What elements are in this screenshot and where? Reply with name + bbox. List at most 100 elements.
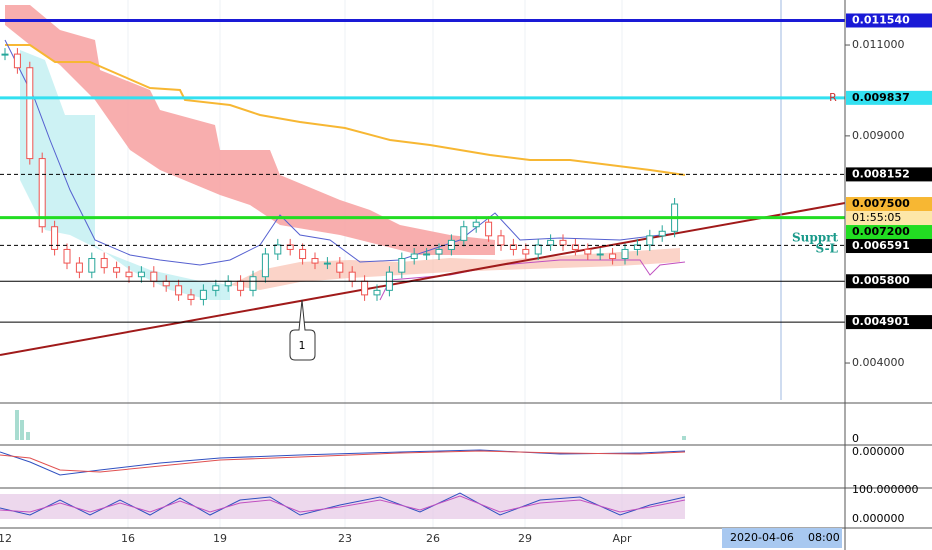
level-label: 0.007500: [852, 197, 910, 210]
cursor-date: 2020-04-06: [730, 531, 794, 544]
x-tick-label: 29: [518, 532, 532, 545]
volume-bars: [15, 410, 686, 440]
level-label-box: [846, 274, 932, 289]
candle-body: [609, 253, 617, 260]
level-label-box: [846, 13, 932, 28]
ma-line: [5, 44, 686, 176]
candle-body: [88, 258, 96, 273]
candle-body: [522, 248, 530, 255]
candle-body: [75, 262, 83, 273]
candle-body: [472, 221, 480, 228]
candle-body: [658, 230, 666, 237]
stoch-axis-top: 100.000000: [852, 483, 918, 496]
level-label: 0.009837: [852, 91, 910, 104]
candle-body: [361, 280, 369, 296]
x-tick-label: Apr: [612, 532, 632, 545]
level-label: 0.007200: [852, 225, 910, 238]
candle-body: [584, 248, 592, 255]
cursor-time: 08:00: [808, 531, 840, 544]
cursor-date-box: [722, 528, 842, 548]
candle-body: [323, 262, 331, 265]
volume-axis-label: 0: [852, 432, 859, 445]
candle-body: [100, 258, 108, 269]
level-label-box: [846, 197, 932, 212]
stop-loss-tag: S-L: [815, 242, 838, 256]
candle-body: [435, 248, 443, 255]
cloud-bull: [20, 50, 230, 300]
candle-body: [38, 158, 46, 228]
candle-body: [299, 248, 307, 260]
candle-body: [373, 289, 381, 296]
level-label-box: [846, 167, 932, 182]
candle-body: [596, 253, 604, 256]
candle-body: [398, 258, 406, 273]
resistance-tag: R: [829, 91, 837, 104]
cloud-bear: [5, 5, 495, 255]
x-axis: 12 16 19 23 26 29 Apr: [0, 532, 632, 545]
countdown-box: [846, 211, 932, 226]
candle-body: [497, 235, 505, 246]
candle-body: [261, 253, 269, 278]
candle-body: [547, 239, 555, 246]
candle-body: [113, 267, 121, 273]
candle-body: [137, 271, 145, 278]
candle-body: [410, 253, 418, 260]
candle-body: [63, 248, 71, 264]
level-label: 0.004901: [852, 315, 910, 328]
candle-body: [621, 248, 629, 260]
base-line: [4, 39, 686, 266]
signal-line: [0, 450, 686, 473]
candle-body: [336, 262, 344, 273]
candle-body: [460, 226, 468, 241]
level-label: 0.006591: [852, 239, 910, 252]
candle-body: [51, 226, 59, 250]
level-label-box: [846, 225, 932, 240]
macd-line: [0, 449, 686, 476]
candle-body: [125, 271, 133, 278]
x-tick-label: 26: [426, 532, 440, 545]
countdown: 01:55:05: [852, 211, 901, 224]
candle-body: [175, 285, 183, 296]
callout-label: 1: [299, 339, 306, 352]
callout-box: [289, 299, 316, 361]
level-label: 0.008152: [852, 167, 910, 180]
price-tick-label: 0.004000: [852, 356, 905, 369]
candle-body: [485, 221, 493, 237]
candle-body: [212, 285, 220, 291]
stoch-axis-bottom: 0.000000: [852, 512, 905, 525]
candle-body: [534, 244, 542, 255]
x-tick-label: 16: [121, 532, 135, 545]
candle-body: [646, 235, 654, 246]
x-tick-label: 12: [0, 532, 12, 545]
candle-body: [423, 253, 431, 256]
candle-body: [150, 271, 158, 282]
candle-body: [237, 280, 245, 291]
x-tick-label: 19: [213, 532, 227, 545]
candle-body: [26, 67, 34, 160]
candle-body: [1, 53, 9, 56]
candle-body: [348, 271, 356, 282]
macd-axis-label: 0.000000: [852, 445, 905, 458]
candle-body: [187, 294, 195, 300]
price-layer: 0.011000 0.009000 0.004000: [0, 18, 905, 369]
candle-body: [559, 239, 567, 246]
candle-body: [199, 289, 207, 300]
stoch-d: [0, 495, 686, 513]
candle-body: [162, 280, 170, 287]
price-tick-label: 0.009000: [852, 129, 905, 142]
trendline: [0, 202, 846, 356]
candle-body: [13, 53, 21, 69]
level-label: 0.011540: [852, 13, 910, 26]
candle-body: [249, 276, 257, 291]
price-tick-label: 0.011000: [852, 38, 905, 51]
candle-body: [311, 258, 319, 264]
level-label-box: [846, 90, 932, 105]
level-label-box: [846, 315, 932, 330]
candle-body: [274, 244, 282, 255]
candle-body: [224, 280, 232, 287]
cloud-bear-2: [230, 248, 680, 290]
level-label-box: [846, 239, 932, 254]
stoch-k: [0, 492, 686, 516]
x-tick-label: 23: [338, 532, 352, 545]
